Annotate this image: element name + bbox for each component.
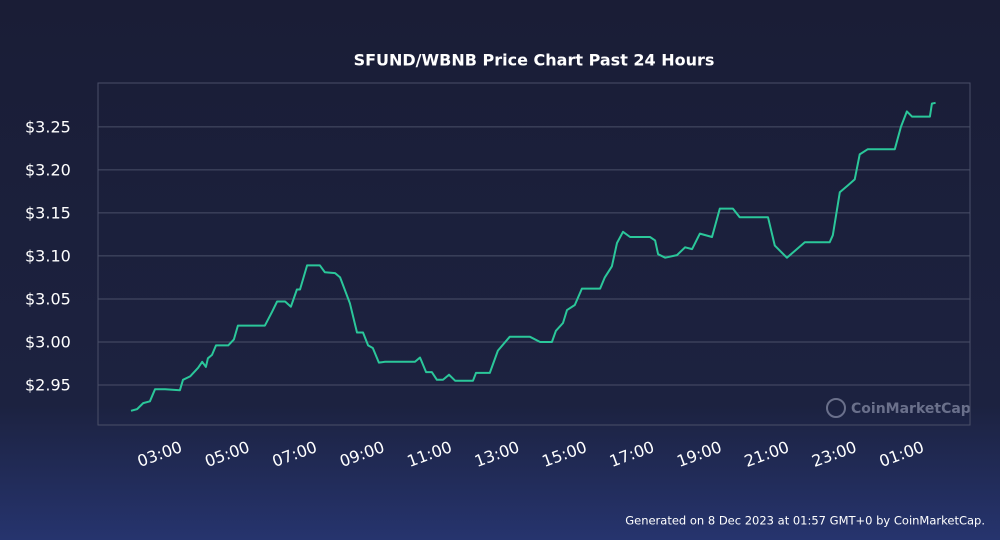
watermark: CoinMarketCap [826, 398, 971, 418]
price-line [130, 101, 936, 412]
y-tick-label: $3.10 [25, 246, 71, 265]
y-tick-label: $2.95 [25, 375, 71, 394]
y-tick-label: $3.00 [25, 332, 71, 351]
y-tick-label: $3.20 [25, 160, 71, 179]
chart-title: SFUND/WBNB Price Chart Past 24 Hours [354, 51, 715, 70]
y-tick-label: $3.05 [25, 289, 71, 308]
footer: Generated on 8 Dec 2023 at 01:57 GMT+0 b… [625, 514, 985, 528]
y-tick-label: $3.15 [25, 203, 71, 222]
plot-frame [97, 82, 971, 426]
y-tick-label: $3.25 [25, 117, 71, 136]
watermark-text: CoinMarketCap [851, 401, 971, 417]
watermark-icon [826, 398, 846, 418]
